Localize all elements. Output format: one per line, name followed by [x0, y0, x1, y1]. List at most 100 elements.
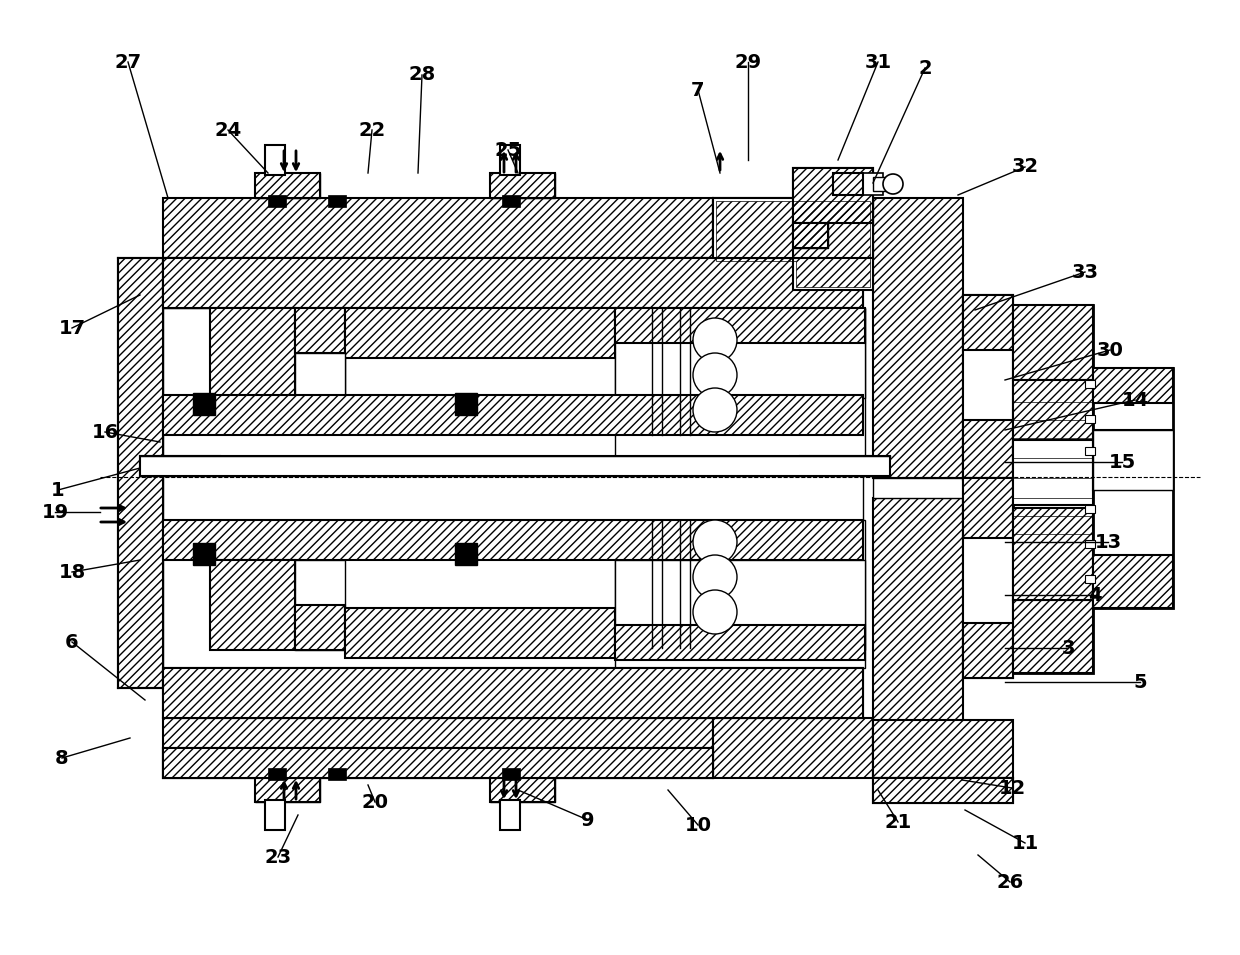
- Bar: [794, 168, 873, 223]
- Bar: [873, 198, 963, 478]
- Bar: [794, 223, 828, 248]
- Text: 22: 22: [358, 120, 386, 139]
- Bar: [329, 195, 346, 207]
- Text: 5: 5: [1133, 672, 1147, 691]
- Text: 12: 12: [998, 778, 1025, 797]
- Bar: [140, 456, 890, 476]
- Bar: [963, 295, 1013, 350]
- Text: 31: 31: [864, 53, 892, 72]
- Text: 14: 14: [1121, 391, 1148, 410]
- Text: 10: 10: [684, 816, 712, 835]
- Bar: [140, 456, 219, 476]
- Bar: [1092, 368, 1173, 608]
- Text: 2: 2: [918, 58, 931, 77]
- Bar: [210, 308, 295, 398]
- Bar: [963, 420, 1013, 480]
- Text: 4: 4: [1089, 585, 1102, 605]
- Bar: [1013, 440, 1092, 505]
- Bar: [345, 308, 615, 358]
- Bar: [455, 393, 477, 415]
- Circle shape: [693, 353, 737, 397]
- Bar: [833, 173, 863, 195]
- Bar: [615, 625, 866, 660]
- Text: 11: 11: [1012, 834, 1039, 853]
- Bar: [345, 608, 615, 658]
- Bar: [873, 177, 895, 191]
- Bar: [500, 145, 520, 175]
- Bar: [268, 768, 286, 780]
- Bar: [615, 308, 866, 456]
- Circle shape: [693, 388, 737, 432]
- Bar: [295, 353, 345, 398]
- Bar: [162, 258, 863, 308]
- Bar: [1085, 505, 1095, 513]
- Bar: [268, 195, 286, 207]
- Bar: [1013, 600, 1092, 673]
- Bar: [1092, 555, 1173, 608]
- Bar: [162, 668, 863, 718]
- Bar: [502, 768, 520, 780]
- Bar: [1013, 305, 1092, 380]
- Circle shape: [693, 520, 737, 564]
- Bar: [295, 560, 345, 650]
- Bar: [963, 478, 1013, 678]
- Circle shape: [693, 318, 737, 362]
- Bar: [490, 777, 556, 802]
- Circle shape: [693, 590, 737, 634]
- Text: 6: 6: [66, 632, 79, 651]
- Bar: [162, 718, 713, 778]
- Circle shape: [883, 174, 903, 194]
- Bar: [873, 478, 963, 498]
- Bar: [118, 258, 162, 688]
- Text: 32: 32: [1012, 158, 1039, 177]
- Bar: [615, 308, 866, 343]
- Bar: [800, 456, 890, 476]
- Bar: [963, 623, 1013, 678]
- Bar: [1092, 430, 1173, 490]
- Text: 30: 30: [1096, 341, 1123, 359]
- Text: 17: 17: [58, 319, 86, 337]
- Text: 7: 7: [691, 80, 704, 99]
- Bar: [794, 168, 873, 258]
- Text: 1: 1: [51, 480, 64, 499]
- Bar: [490, 173, 556, 198]
- Bar: [295, 308, 345, 353]
- Bar: [1085, 540, 1095, 548]
- Bar: [162, 258, 863, 308]
- Bar: [713, 198, 873, 258]
- Text: 18: 18: [58, 562, 86, 582]
- Bar: [295, 605, 345, 650]
- Bar: [255, 777, 320, 802]
- Bar: [1085, 575, 1095, 583]
- Text: 16: 16: [92, 422, 119, 441]
- Bar: [162, 748, 713, 778]
- Text: 20: 20: [362, 793, 388, 812]
- Text: 21: 21: [884, 813, 911, 832]
- Bar: [255, 173, 320, 198]
- Bar: [193, 543, 215, 565]
- Bar: [490, 173, 556, 198]
- Text: 15: 15: [1109, 453, 1136, 472]
- Bar: [193, 393, 215, 415]
- Bar: [162, 748, 713, 778]
- Bar: [963, 478, 1013, 538]
- Bar: [210, 560, 295, 650]
- Bar: [162, 395, 863, 435]
- Bar: [265, 145, 285, 175]
- Bar: [502, 195, 520, 207]
- Text: 33: 33: [1071, 263, 1099, 282]
- Bar: [490, 777, 556, 802]
- Bar: [1092, 430, 1173, 490]
- Bar: [963, 295, 1013, 480]
- Bar: [295, 308, 345, 398]
- Polygon shape: [713, 198, 873, 290]
- Circle shape: [693, 555, 737, 599]
- Bar: [1013, 305, 1092, 673]
- Text: 26: 26: [997, 873, 1024, 892]
- Bar: [873, 778, 1013, 803]
- Text: 19: 19: [41, 502, 68, 521]
- Bar: [500, 800, 520, 830]
- Bar: [255, 777, 320, 802]
- Text: 8: 8: [56, 749, 68, 768]
- Bar: [1092, 368, 1173, 403]
